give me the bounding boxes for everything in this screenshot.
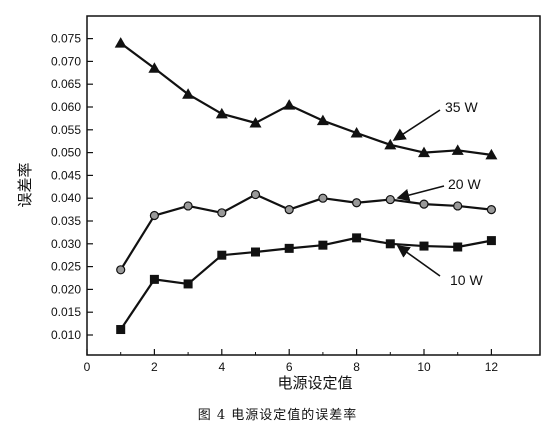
data-point [352,233,362,243]
y-tick-label: 0.020 [51,282,81,296]
figure-caption: 图 4 电源设定值的误差率 [197,408,358,423]
x-tick-label: 6 [286,360,293,374]
y-tick-label: 0.045 [51,168,81,182]
data-point [148,62,161,73]
series-20w [116,189,496,275]
data-point [318,240,328,250]
y-tick-label: 0.050 [51,146,81,160]
x-tick-label: 4 [218,360,225,374]
x-tick-label: 2 [151,360,158,374]
data-point [116,265,126,275]
series-line-10w [119,236,492,331]
y-tick-label: 0.075 [51,32,81,46]
x-tick-label: 10 [417,360,431,374]
y-tick-label: 0.030 [51,237,81,251]
y-tick-label: 0.055 [51,123,81,137]
data-point [418,146,430,158]
y-tick-label: 0.010 [51,328,81,342]
data-point [217,208,227,218]
series-layer [114,37,498,335]
data-point [283,99,296,110]
data-point [318,193,328,203]
data-point [486,205,496,215]
data-point [215,107,228,119]
data-point [350,126,363,138]
data-point [149,210,159,221]
leader-arrow-10w [396,245,441,277]
y-tick-label: 0.040 [51,191,81,205]
series-line-35w [120,42,492,156]
annotation-layer: 35 W 20 W 10 W [392,99,483,288]
data-point [384,138,397,150]
leader-arrow-20w [396,185,445,202]
data-point [419,241,429,251]
x-axis-title: 电源设定值 [277,374,352,392]
series-label-10w: 10 W [450,272,483,288]
series-35w [114,37,498,160]
x-tick-label: 0 [84,360,91,374]
data-point [249,116,262,128]
data-point [419,199,429,209]
plot-frame [86,15,541,356]
data-point [183,201,193,211]
series-label-35w: 35 W [445,99,478,115]
data-point [182,88,195,99]
y-tick-label: 0.015 [51,305,81,319]
data-point [251,247,260,257]
data-point [453,201,463,211]
data-point [284,205,294,215]
data-point [183,279,193,289]
y-tick-label: 0.060 [51,100,81,114]
plot-area [86,15,541,356]
data-point [385,194,395,205]
y-tick-label: 0.065 [51,77,81,91]
y-axis-title: 误差率 [16,162,34,207]
series-line-20w [119,193,492,271]
data-point [453,242,463,252]
data-point [284,243,294,253]
series-10w [116,233,496,335]
x-tick-label: 12 [485,360,499,374]
series-label-20w: 20 W [448,176,481,192]
data-point [385,239,395,249]
data-point [149,274,159,284]
y-tick-label: 0.025 [51,260,81,274]
x-tick-label: 8 [353,360,360,374]
y-tick-label: 0.070 [51,54,81,68]
data-point [217,250,227,260]
y-tick-label: 0.035 [51,214,81,228]
leader-arrow-35w [392,109,441,141]
data-point [451,144,464,155]
data-point [114,37,127,48]
data-point [116,325,126,335]
data-point [485,148,498,160]
chart: 0.010 0.015 0.020 0.025 0.030 0.035 0.040 0.045… [16,15,541,392]
data-point [352,198,362,208]
data-point [250,189,261,200]
data-point [316,114,329,126]
tick-layer: 0.010 0.015 0.020 0.025 0.030 0.035 0.040 0.045… [51,32,498,374]
data-point [486,236,496,246]
